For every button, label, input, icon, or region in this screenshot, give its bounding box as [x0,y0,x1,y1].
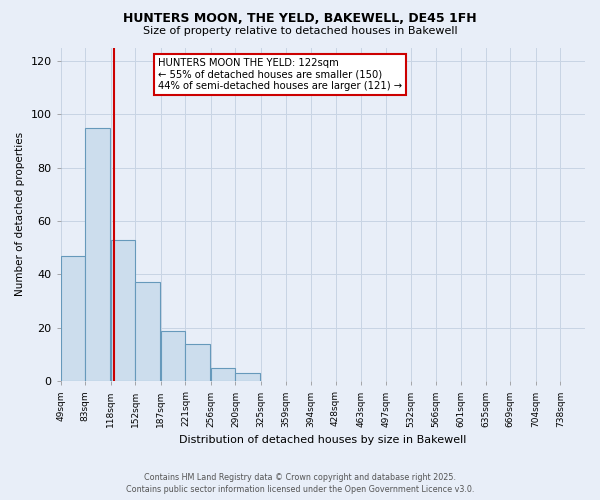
Bar [136,282,160,382]
Bar [111,240,136,382]
Bar [185,344,210,382]
Bar [61,256,85,382]
Y-axis label: Number of detached properties: Number of detached properties [15,132,25,296]
Text: HUNTERS MOON THE YELD: 122sqm
← 55% of detached houses are smaller (150)
44% of : HUNTERS MOON THE YELD: 122sqm ← 55% of d… [158,58,402,90]
Bar [161,330,185,382]
Bar [211,368,235,382]
Text: Size of property relative to detached houses in Bakewell: Size of property relative to detached ho… [143,26,457,36]
Text: HUNTERS MOON, THE YELD, BAKEWELL, DE45 1FH: HUNTERS MOON, THE YELD, BAKEWELL, DE45 1… [123,12,477,26]
Bar [235,374,260,382]
X-axis label: Distribution of detached houses by size in Bakewell: Distribution of detached houses by size … [179,435,467,445]
Text: Contains HM Land Registry data © Crown copyright and database right 2025.
Contai: Contains HM Land Registry data © Crown c… [126,472,474,494]
Bar [85,128,110,382]
